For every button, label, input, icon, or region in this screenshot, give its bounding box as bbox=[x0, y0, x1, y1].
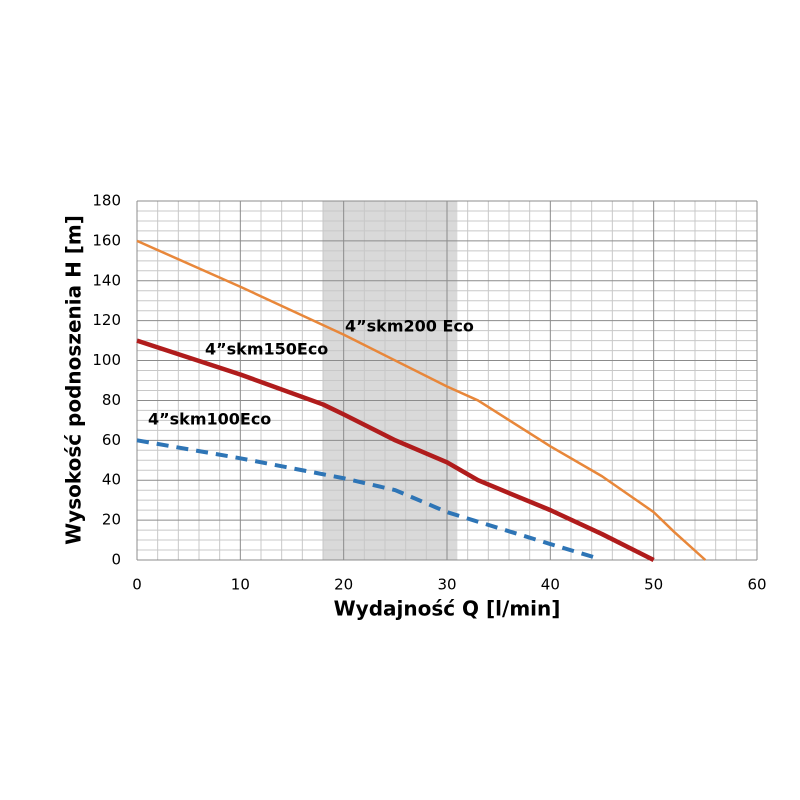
x-tick-label: 30 bbox=[437, 576, 456, 594]
series-label: 4”skm200 Eco bbox=[345, 317, 474, 336]
x-tick-label: 40 bbox=[541, 576, 560, 594]
x-tick-label: 60 bbox=[747, 576, 766, 594]
series-label: 4”skm150Eco bbox=[205, 340, 328, 359]
y-tick-label: 60 bbox=[102, 431, 121, 449]
x-tick-label: 10 bbox=[231, 576, 250, 594]
series-label: 4”skm100Eco bbox=[148, 410, 271, 429]
series-line bbox=[136, 438, 598, 560]
y-axis-label: Wysokość podnoszenia H [m] bbox=[62, 215, 86, 545]
y-tick-label: 160 bbox=[92, 231, 121, 249]
y-tick-label: 100 bbox=[92, 351, 121, 369]
series-line bbox=[136, 239, 707, 561]
x-axis-label: Wydajność Q [l/min] bbox=[334, 597, 561, 621]
y-tick-label: 0 bbox=[111, 551, 121, 569]
y-tick-label: 40 bbox=[102, 471, 121, 489]
x-tick-label: 0 bbox=[132, 576, 142, 594]
y-tick-label: 80 bbox=[102, 391, 121, 409]
series-line bbox=[136, 338, 655, 563]
y-tick-label: 140 bbox=[92, 271, 121, 289]
x-tick-label: 50 bbox=[644, 576, 663, 594]
y-tick-label: 120 bbox=[92, 311, 121, 329]
y-tick-label: 20 bbox=[102, 511, 121, 529]
x-tick-label: 20 bbox=[334, 576, 353, 594]
y-tick-label: 180 bbox=[92, 192, 121, 210]
